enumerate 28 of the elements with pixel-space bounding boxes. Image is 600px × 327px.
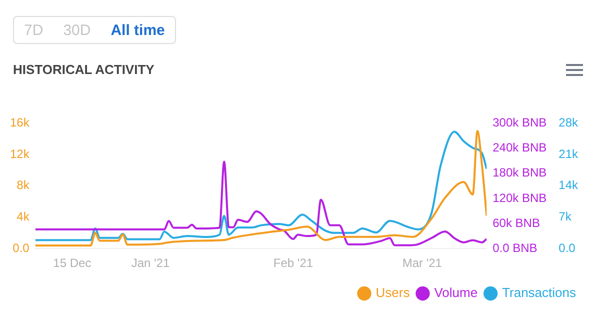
- y-tick-label: 8k: [16, 178, 30, 192]
- y3-tick-label: 7k: [558, 210, 572, 224]
- legend-label: Users: [376, 285, 410, 300]
- text: 7D: [24, 22, 44, 38]
- text: All time: [110, 22, 165, 38]
- y2-tick-label: 60k BNB: [492, 216, 540, 230]
- y2-tick-label: 0.0 BNB: [492, 240, 538, 255]
- y-tick-label: 4k: [16, 210, 30, 224]
- y2-tick-label: 300k BNB: [492, 116, 547, 130]
- y-tick-label: 12k: [10, 146, 30, 161]
- y3-tick-label: 0.0: [558, 240, 576, 255]
- x-tick-label: Jan '21: [131, 256, 170, 270]
- y3-tick-label: 28k: [558, 116, 579, 130]
- y2-tick-label: 120k BNB: [492, 190, 547, 205]
- y-tick-label: 16k: [10, 116, 30, 130]
- y3-tick-label: 21k: [558, 146, 579, 161]
- x-tick-label: Mar '21: [402, 256, 442, 270]
- legend-label: Volume: [434, 285, 478, 300]
- chart-title: HISTORICAL ACTIVITY: [13, 62, 154, 77]
- y2-tick-label: 240k BNB: [492, 140, 547, 155]
- y2-tick-label: 180k BNB: [492, 166, 547, 180]
- line-series: [35, 160, 487, 246]
- x-tick-label: 15 Dec: [53, 256, 92, 270]
- y-tick-label: 0.0: [12, 240, 30, 255]
- x-tick-label: Feb '21: [273, 256, 314, 270]
- legend-label: Transactions: [502, 285, 576, 300]
- y3-tick-label: 14k: [558, 178, 579, 192]
- text: 30D: [63, 22, 91, 38]
